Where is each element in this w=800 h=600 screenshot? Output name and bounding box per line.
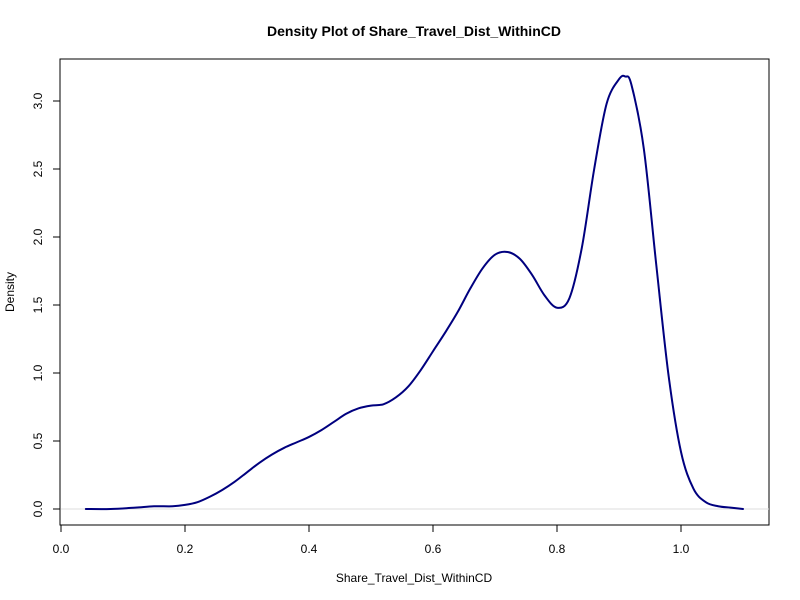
x-tick-label: 0.4 bbox=[301, 542, 318, 556]
plot-frame bbox=[59, 58, 770, 526]
x-tick-label: 0.2 bbox=[177, 542, 194, 556]
x-tick-label: 0.6 bbox=[425, 542, 442, 556]
y-tick-label: 2.0 bbox=[31, 228, 45, 245]
x-tick-label: 1.0 bbox=[673, 542, 690, 556]
y-tick-label: 0.5 bbox=[31, 432, 45, 449]
y-tick-label: 2.5 bbox=[31, 160, 45, 177]
y-tick-label: 0.0 bbox=[31, 500, 45, 517]
y-tick-label: 3.0 bbox=[31, 92, 45, 109]
y-tick-label: 1.0 bbox=[31, 364, 45, 381]
x-axis: 0.0 0.2 0.4 0.6 0.8 1.0 bbox=[53, 525, 690, 556]
x-axis-label: Share_Travel_Dist_WithinCD bbox=[336, 571, 493, 585]
y-axis: 0.0 0.5 1.0 1.5 2.0 2.5 3.0 bbox=[31, 92, 60, 517]
y-axis-label: Density bbox=[3, 272, 17, 312]
y-tick-label: 1.5 bbox=[31, 296, 45, 313]
chart-title: Density Plot of Share_Travel_Dist_Within… bbox=[267, 23, 561, 39]
x-tick-label: 0.0 bbox=[53, 542, 70, 556]
x-tick-label: 0.8 bbox=[549, 542, 566, 556]
density-line bbox=[84, 74, 744, 511]
